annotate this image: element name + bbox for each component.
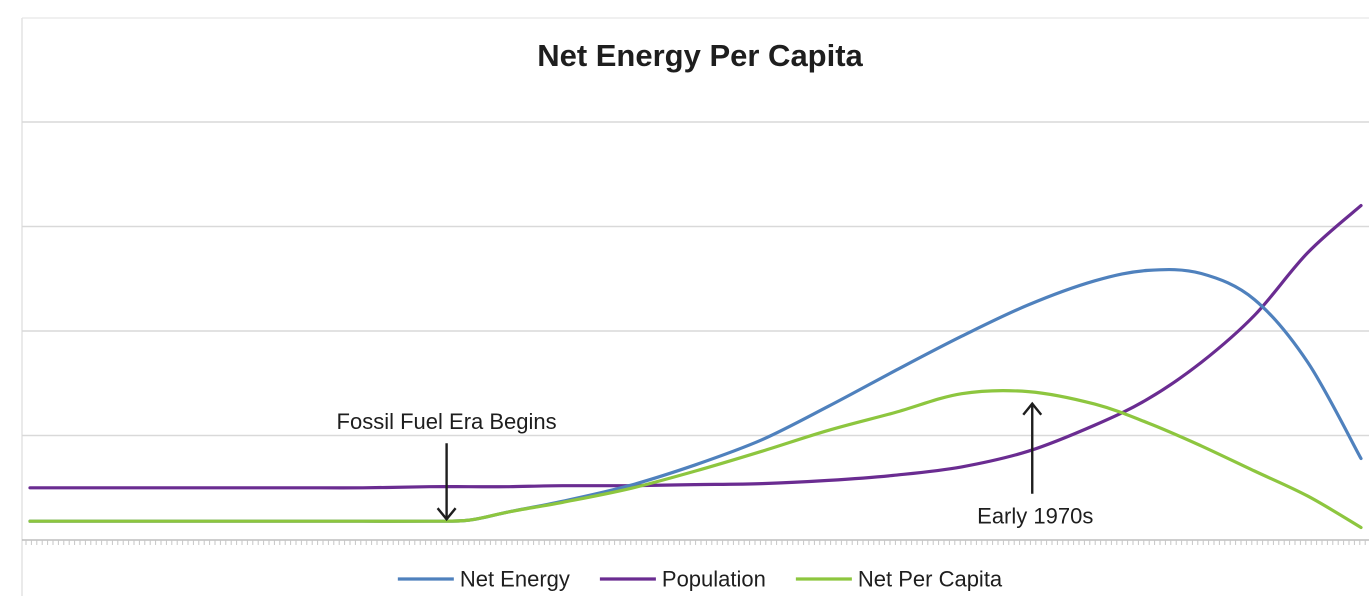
legend-label: Net Energy [460, 567, 570, 592]
annotation-arrow-head [436, 507, 457, 522]
legend-label: Population [662, 567, 766, 592]
annotation-label: Early 1970s [977, 504, 1093, 529]
series-line-net-per-capita [28, 389, 1363, 530]
legend: Net Energy Population Net Per Capita [397, 567, 1003, 592]
gridlines [22, 121, 1369, 437]
legend-item-net-per-capita: Net Per Capita [795, 567, 1003, 592]
series-lines [28, 204, 1363, 530]
annotations: Fossil Fuel Era Begins Early 1970s [337, 401, 1093, 529]
chart-title: Net Energy Per Capita [537, 38, 863, 73]
legend-item-population: Population [599, 567, 766, 592]
annotation-fossil-fuel-era-begins: Fossil Fuel Era Begins [337, 409, 557, 522]
legend-label: Net Per Capita [858, 567, 1003, 592]
annotation-arrow-head [1022, 401, 1043, 416]
annotation-label: Fossil Fuel Era Begins [337, 409, 557, 434]
series-line-population [28, 204, 1363, 490]
legend-item-net-energy: Net Energy [397, 567, 570, 592]
x-axis [22, 539, 1369, 545]
annotation-early-1970s: Early 1970s [977, 401, 1093, 529]
